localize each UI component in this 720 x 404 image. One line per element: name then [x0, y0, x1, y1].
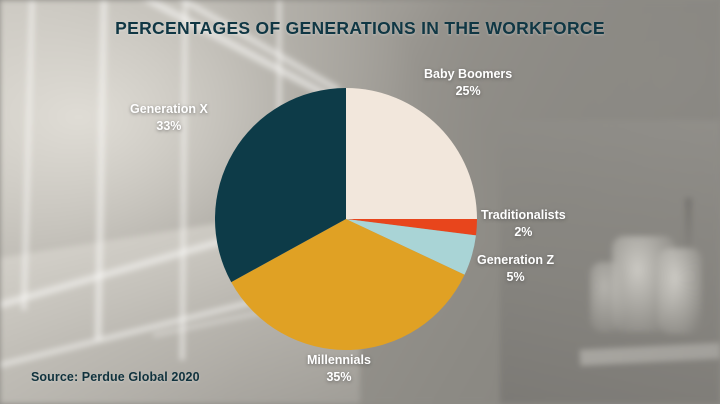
chart-title: PERCENTAGES OF GENERATIONS IN THE WORKFO…: [115, 18, 605, 38]
source-attribution: Source: Perdue Global 2020: [31, 370, 200, 384]
pie-label-baby-boomers-name: Baby Boomers: [424, 67, 513, 81]
pie-label-baby-boomers: Baby Boomers 25%: [424, 66, 512, 101]
pie-label-traditionalists: Traditionalists 2%: [481, 207, 566, 242]
pie-label-millennials-value: 35%: [326, 370, 352, 385]
pie-chart-svg: [215, 88, 477, 350]
pie-label-generation-z: Generation Z 5%: [477, 252, 554, 287]
pie-label-generation-x: Generation X 33%: [130, 101, 208, 136]
pie-slice-traditionalists[interactable]: [346, 219, 477, 236]
background-office-chair: [590, 262, 626, 332]
pie-slices: [215, 88, 477, 350]
background-office-chair: [658, 248, 702, 334]
pie-chart: [215, 88, 477, 350]
pie-label-traditionalists-name: Traditionalists: [481, 208, 566, 222]
pie-label-baby-boomers-value: 25%: [455, 84, 481, 99]
pie-slice-generation-x[interactable]: [215, 88, 346, 283]
pie-label-generation-x-name: Generation X: [130, 102, 208, 116]
pie-label-traditionalists-value: 2%: [514, 225, 533, 240]
pie-slice-generation-z[interactable]: [346, 219, 476, 275]
background-lamp-pole: [685, 198, 692, 276]
pie-slice-millennials[interactable]: [231, 219, 465, 350]
pie-label-millennials: Millennials 35%: [307, 352, 371, 387]
pie-label-generation-z-value: 5%: [506, 270, 525, 285]
pie-label-generation-x-value: 33%: [156, 119, 182, 134]
pie-slice-baby-boomers[interactable]: [346, 88, 477, 219]
pie-label-generation-z-name: Generation Z: [477, 253, 555, 267]
pie-label-millennials-name: Millennials: [307, 353, 371, 367]
